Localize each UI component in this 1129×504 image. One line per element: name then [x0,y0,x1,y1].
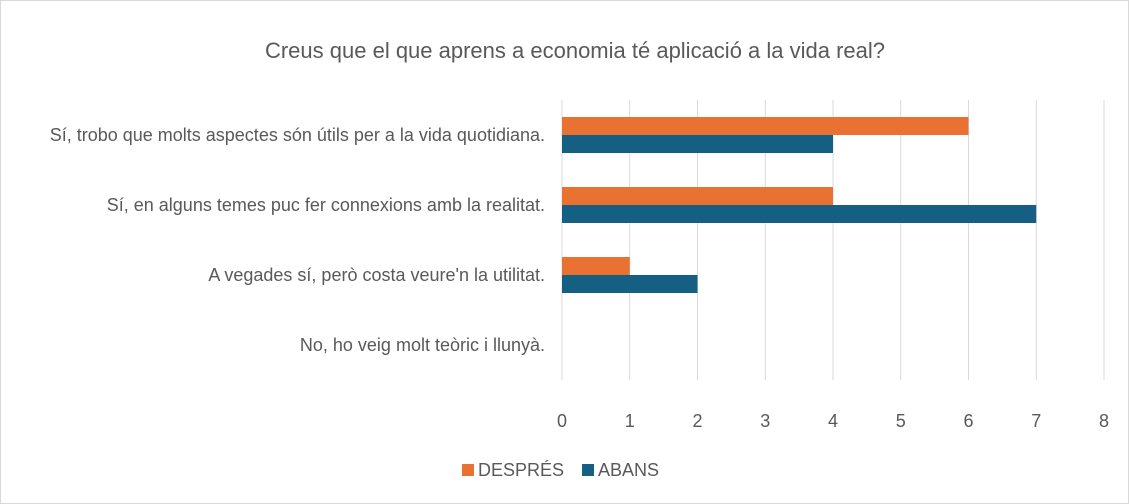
legend-swatch [462,464,474,476]
bar [562,257,630,275]
legend-swatch [582,464,595,476]
x-tick-label: 1 [625,411,635,431]
x-tick-label: 8 [1099,411,1109,431]
bar [562,117,969,135]
bar [562,205,1037,223]
bar [562,135,833,153]
x-tick-label: 3 [760,411,770,431]
category-label: No, ho veig molt teòric i llunyà. [299,335,545,355]
x-tick-label: 0 [557,411,567,431]
bar [562,275,698,293]
x-tick-label: 7 [1031,411,1041,431]
chart-title: Creus que el que aprens a economia té ap… [265,38,885,63]
x-tick-label: 6 [963,411,973,431]
x-tick-label: 4 [828,411,838,431]
category-label: Sí, en alguns temes puc fer connexions a… [106,195,545,215]
x-tick-label: 2 [692,411,702,431]
bar [562,187,833,205]
legend-label: DESPRÉS [478,460,564,480]
category-label: A vegades sí, però costa veure'n la util… [208,265,545,285]
category-label: Sí, trobo que molts aspectes són útils p… [49,125,545,145]
legend-label: ABANS [598,460,659,480]
x-tick-label: 5 [896,411,906,431]
